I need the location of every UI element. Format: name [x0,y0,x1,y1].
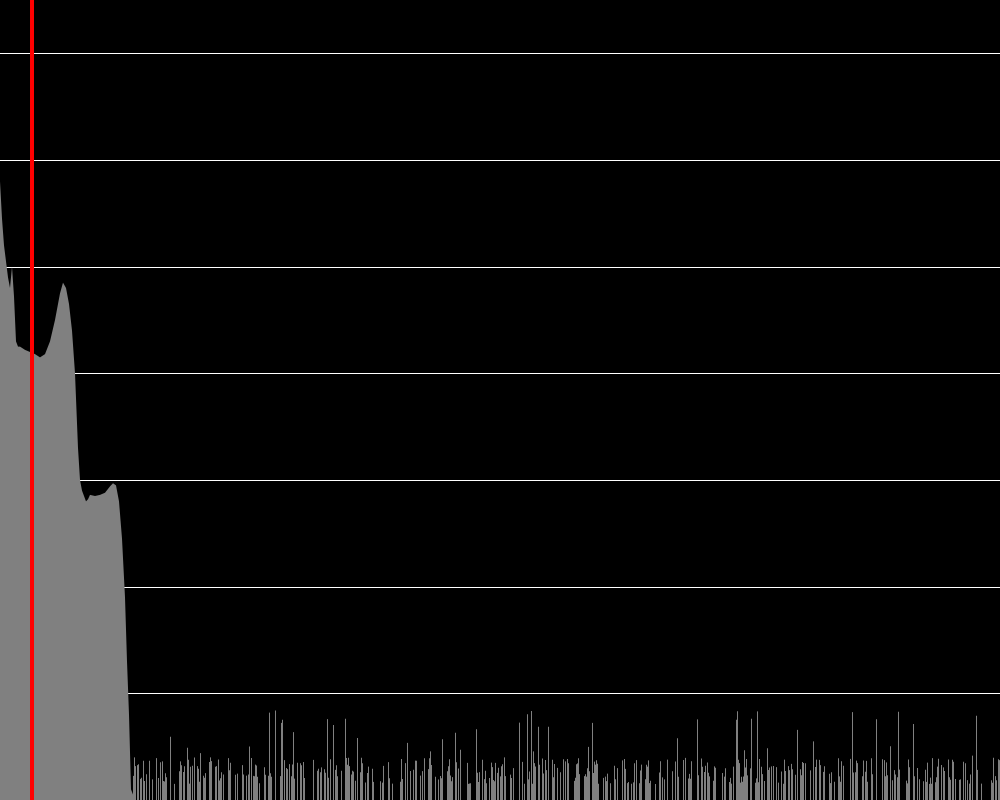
plot-background [0,0,1000,800]
histogram-chart [0,0,1000,800]
